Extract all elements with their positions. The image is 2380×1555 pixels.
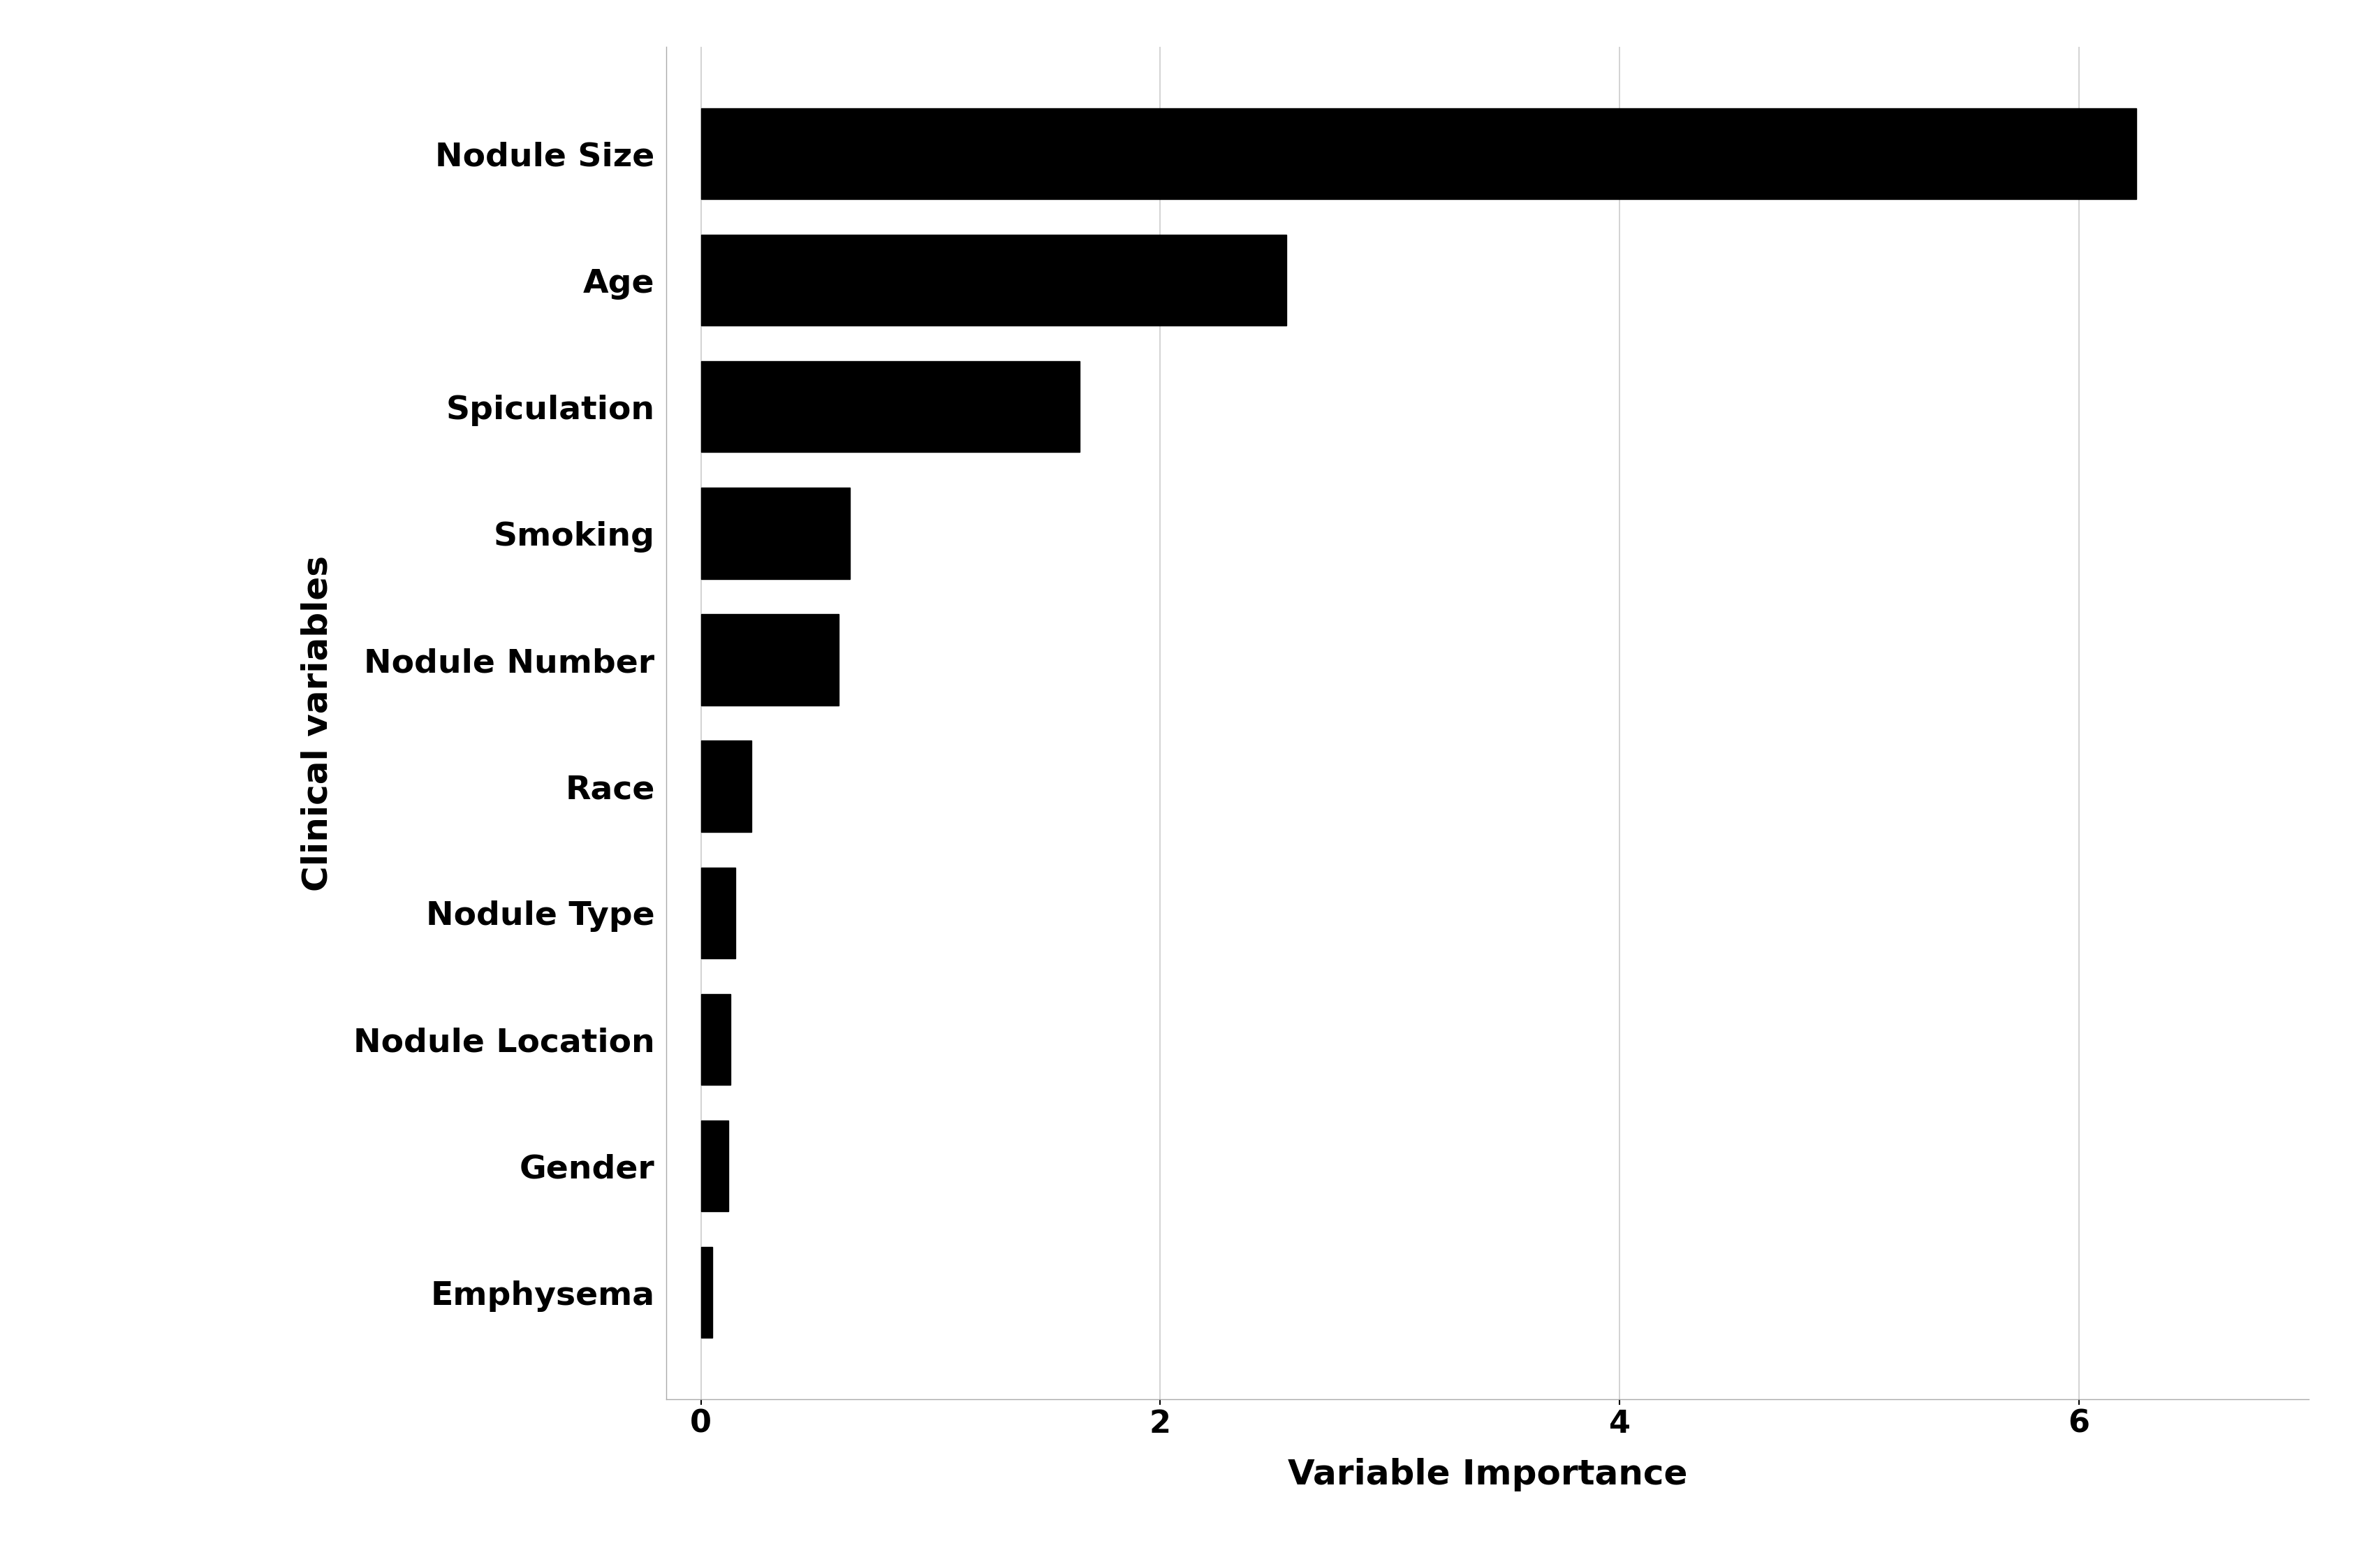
Bar bbox=[700, 868, 735, 958]
Bar bbox=[700, 235, 1288, 327]
Bar bbox=[700, 614, 838, 706]
Bar bbox=[700, 488, 850, 578]
Bar bbox=[700, 109, 2137, 199]
Bar bbox=[700, 740, 752, 832]
Y-axis label: Clinical variables: Clinical variables bbox=[300, 555, 333, 891]
Bar bbox=[700, 1120, 728, 1211]
Bar bbox=[700, 361, 1081, 453]
X-axis label: Variable Importance: Variable Importance bbox=[1288, 1459, 1687, 1491]
Bar bbox=[700, 994, 731, 1085]
Bar bbox=[700, 1247, 712, 1337]
